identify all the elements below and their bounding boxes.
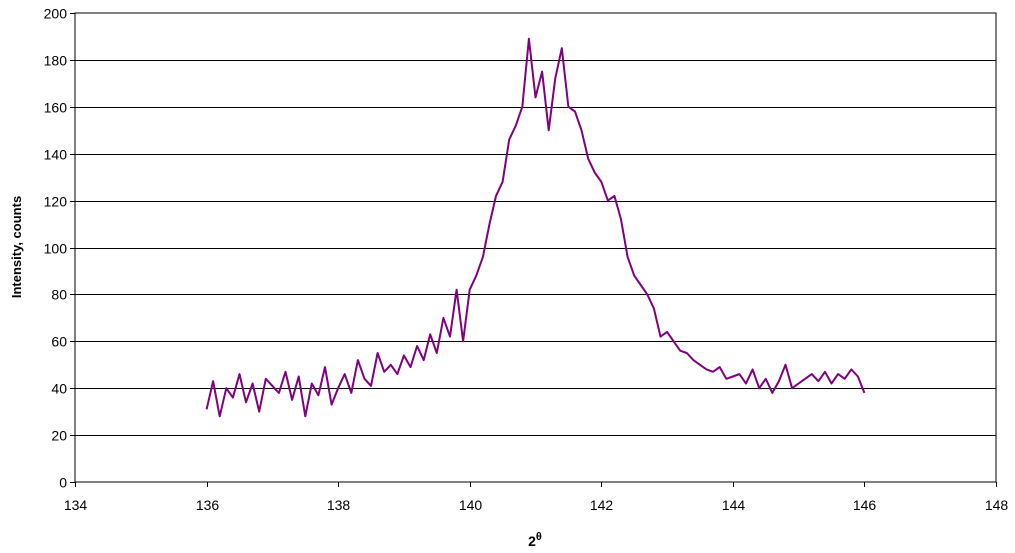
grid-lines	[75, 60, 996, 436]
series-line	[205, 37, 866, 418]
y-tick-label: 200	[44, 6, 68, 22]
y-tick-label: 100	[44, 241, 68, 257]
x-tick-label: 136	[196, 497, 220, 513]
y-axis-tick-labels: 0 20 40 60 80 100 120 140 160 180 200	[44, 6, 75, 491]
x-tick-label: 148	[985, 497, 1009, 513]
x-axis-title-main: 2	[528, 533, 536, 549]
y-axis-title: Intensity, counts	[9, 196, 24, 298]
x-axis-tick-labels: 134 136 138 140 142 144 146 148	[64, 482, 1009, 513]
y-tick-label: 120	[44, 194, 68, 210]
plot-area-frame	[74, 12, 997, 483]
y-tick-label: 20	[51, 428, 67, 444]
x-tick-label: 134	[64, 497, 88, 513]
y-tick-label: 160	[44, 100, 68, 116]
series-layer	[205, 37, 866, 418]
y-tick-label: 0	[59, 475, 67, 491]
x-tick-label: 138	[327, 497, 351, 513]
y-tick-label: 60	[51, 334, 67, 350]
x-axis-title: 2θ	[528, 531, 542, 549]
x-tick-label: 144	[722, 497, 746, 513]
y-tick-label: 80	[51, 287, 67, 303]
y-tick-label: 140	[44, 147, 68, 163]
x-tick-label: 146	[853, 497, 877, 513]
x-tick-label: 142	[590, 497, 614, 513]
y-tick-label: 40	[51, 381, 67, 397]
y-tick-label: 180	[44, 53, 68, 69]
x-tick-label: 140	[459, 497, 483, 513]
x-axis-title-superscript: θ	[536, 531, 542, 543]
